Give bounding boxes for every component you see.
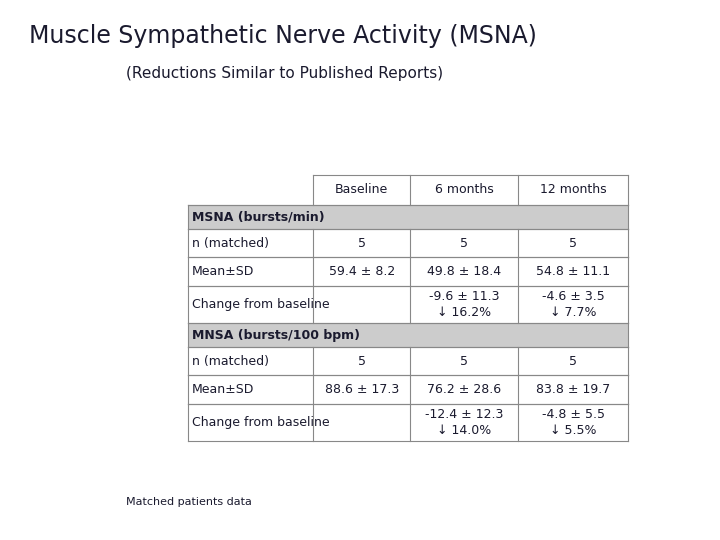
Text: 5: 5 <box>570 355 577 368</box>
Text: -4.8 ± 5.5
↓ 5.5%: -4.8 ± 5.5 ↓ 5.5% <box>542 408 605 437</box>
Text: MSNA (bursts/min): MSNA (bursts/min) <box>192 211 325 224</box>
Text: -9.6 ± 11.3
↓ 16.2%: -9.6 ± 11.3 ↓ 16.2% <box>429 289 500 319</box>
Bar <box>188 375 629 404</box>
Text: Muscle Sympathetic Nerve Activity (MSNA): Muscle Sympathetic Nerve Activity (MSNA) <box>29 24 536 48</box>
Text: n (matched): n (matched) <box>192 237 269 249</box>
Text: 88.6 ± 17.3: 88.6 ± 17.3 <box>325 383 399 396</box>
Text: 5: 5 <box>570 237 577 249</box>
Text: 12 months: 12 months <box>540 184 607 197</box>
Text: 5: 5 <box>358 355 366 368</box>
Text: 76.2 ± 28.6: 76.2 ± 28.6 <box>427 383 501 396</box>
Bar <box>188 347 629 375</box>
Bar <box>188 229 629 258</box>
Text: 49.8 ± 18.4: 49.8 ± 18.4 <box>427 265 501 278</box>
Bar <box>188 323 629 347</box>
Text: Matched patients data: Matched patients data <box>126 497 252 507</box>
Text: MNSA (bursts/100 bpm): MNSA (bursts/100 bpm) <box>192 328 360 342</box>
Text: (Reductions Similar to Published Reports): (Reductions Similar to Published Reports… <box>126 66 443 81</box>
Text: 5: 5 <box>460 237 468 249</box>
Text: -4.6 ± 3.5
↓ 7.7%: -4.6 ± 3.5 ↓ 7.7% <box>542 289 605 319</box>
Bar <box>188 404 629 441</box>
Text: 83.8 ± 19.7: 83.8 ± 19.7 <box>536 383 611 396</box>
Text: n (matched): n (matched) <box>192 355 269 368</box>
Bar <box>188 286 629 323</box>
Text: Mean±SD: Mean±SD <box>192 265 254 278</box>
Text: Change from baseline: Change from baseline <box>192 298 330 311</box>
Text: Baseline: Baseline <box>335 184 388 197</box>
Bar <box>188 205 629 229</box>
Text: Change from baseline: Change from baseline <box>192 416 330 429</box>
Bar <box>188 258 629 286</box>
Text: 5: 5 <box>358 237 366 249</box>
Text: Mean±SD: Mean±SD <box>192 383 254 396</box>
Text: 59.4 ± 8.2: 59.4 ± 8.2 <box>328 265 395 278</box>
Text: 54.8 ± 11.1: 54.8 ± 11.1 <box>536 265 611 278</box>
Text: 5: 5 <box>460 355 468 368</box>
Bar <box>188 175 629 205</box>
Text: -12.4 ± 12.3
↓ 14.0%: -12.4 ± 12.3 ↓ 14.0% <box>425 408 503 437</box>
Text: 6 months: 6 months <box>435 184 494 197</box>
